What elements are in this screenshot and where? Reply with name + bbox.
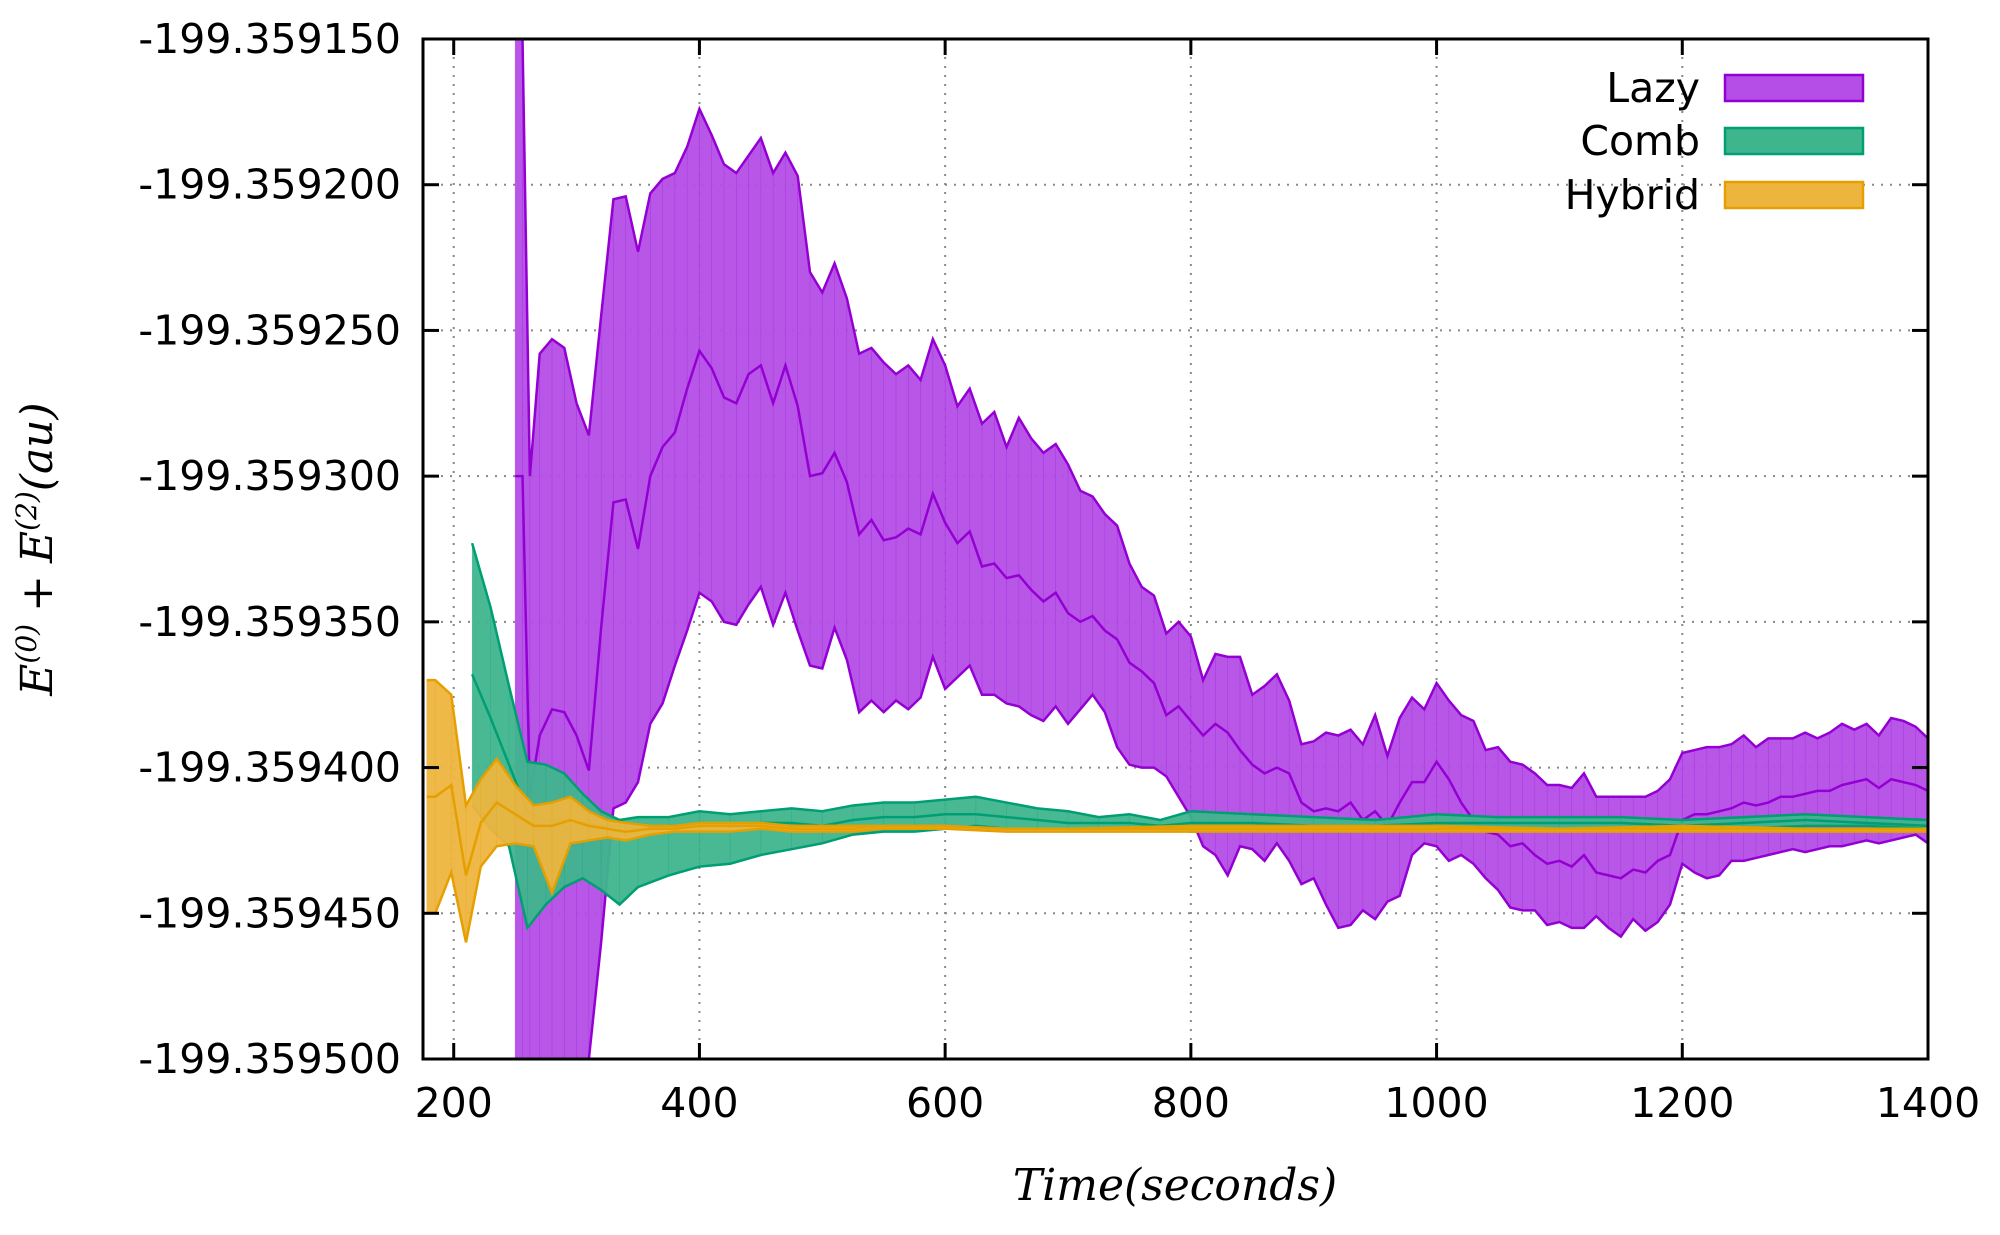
y-tick-label: -199.359400	[138, 744, 401, 792]
y-tick-label: -199.359150	[138, 15, 401, 63]
y-axis-title-e0-sup: (0)	[10, 624, 43, 664]
x-tick-label: 600	[906, 1079, 984, 1127]
upper-line-hybrid	[426, 678, 1928, 831]
upper-line-comb	[470, 542, 1928, 822]
plot-frame	[421, 37, 1930, 1061]
legend-swatch-hybrid	[1723, 180, 1865, 210]
y-axis-title-plus: +	[12, 575, 63, 612]
x-tick-label: 1400	[1876, 1079, 1980, 1127]
band-lazy	[515, 39, 1928, 1059]
y-axis-title-e2-sup: (2)	[10, 491, 43, 531]
legend-swatch-lazy	[1723, 73, 1865, 103]
x-tick-label: 800	[1152, 1079, 1230, 1127]
ticks: 200 400 600 800 1000 1200 1400 -199.359150 -199.…	[138, 15, 1980, 1127]
series-hybrid	[426, 678, 1928, 943]
mid-line-hybrid	[426, 782, 1928, 876]
x-tick-label: 400	[660, 1079, 738, 1127]
y-tick-label: -199.359200	[138, 161, 401, 209]
y-axis-title: E(0)+E(2)(au)	[10, 402, 63, 696]
y-tick-label: -199.359250	[138, 306, 401, 354]
series-layer	[426, 39, 1928, 1059]
y-tick-label: -199.359350	[138, 598, 401, 646]
y-tick-label: -199.359300	[138, 452, 401, 500]
y-axis-title-e0: E	[12, 664, 63, 697]
legend: Lazy Comb Hybrid	[1565, 64, 1865, 219]
mid-line-lazy	[515, 348, 1928, 880]
x-tick-label: 200	[415, 1079, 493, 1127]
series-lazy	[514, 39, 1928, 1059]
legend-label-hybrid: Hybrid	[1565, 171, 1700, 219]
y-tick-label: -199.359450	[138, 889, 401, 937]
y-axis-title-e2: E	[12, 531, 63, 564]
band-hatch-lazy	[514, 39, 1928, 1059]
lower-line-hybrid	[426, 827, 1928, 943]
y-tick-label: -199.359500	[138, 1035, 401, 1083]
legend-label-comb: Comb	[1580, 117, 1700, 165]
y-axis-title-units: (au)	[12, 402, 63, 491]
legend-swatch-comb	[1723, 126, 1865, 156]
x-tick-label: 1200	[1630, 1079, 1734, 1127]
legend-label-lazy: Lazy	[1606, 64, 1700, 112]
x-tick-label: 1000	[1384, 1079, 1488, 1127]
upper-line-lazy	[515, 39, 1928, 798]
x-axis-title: Time(seconds)	[1013, 1160, 1337, 1211]
lower-line-lazy	[515, 584, 1928, 1059]
